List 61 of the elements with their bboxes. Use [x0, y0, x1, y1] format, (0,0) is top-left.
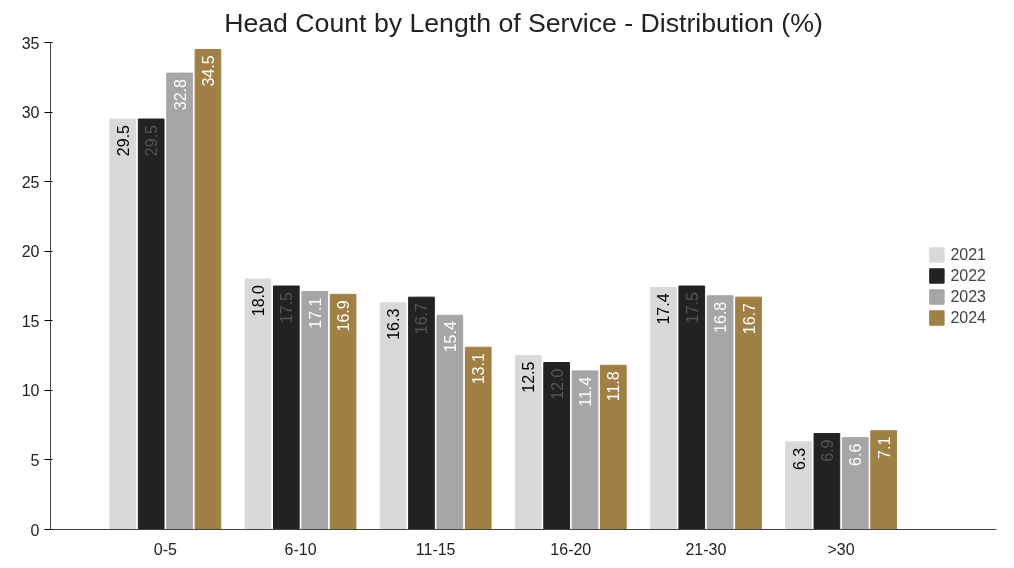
- bar: [514, 355, 542, 530]
- bar: [785, 441, 812, 530]
- bar: [436, 314, 464, 530]
- data-label: 17.1: [306, 297, 324, 329]
- y-tick-label: 30: [21, 104, 40, 122]
- data-label: 16.7: [740, 303, 758, 335]
- data-label: 16.9: [335, 300, 353, 332]
- bar: [650, 286, 677, 530]
- bar: [109, 118, 137, 530]
- data-label: 17.4: [655, 293, 673, 325]
- legend-label: 2021: [950, 245, 986, 263]
- y-tick-label: 20: [21, 243, 40, 261]
- bar: [301, 291, 329, 530]
- bar: [379, 302, 407, 530]
- bar: [571, 370, 599, 530]
- x-tick-label: 6-10: [284, 540, 317, 558]
- bar: [137, 118, 165, 530]
- data-label: 32.8: [171, 79, 189, 111]
- bar: [706, 295, 734, 530]
- y-tick-label: 0: [30, 521, 40, 539]
- data-label: 6.6: [847, 443, 865, 466]
- data-label: 29.5: [114, 124, 132, 157]
- y-tick-label: 25: [21, 173, 40, 191]
- y-tick-label: 10: [21, 382, 40, 400]
- data-label: 7.1: [875, 436, 893, 459]
- y-tick-label: 35: [21, 34, 40, 52]
- bar: [194, 48, 222, 530]
- legend-label: 2023: [950, 287, 986, 305]
- data-label: 12.5: [520, 361, 538, 393]
- data-label: 15.4: [441, 321, 459, 353]
- bar: [600, 364, 627, 530]
- bar: [870, 430, 897, 530]
- data-label: 11.4: [576, 376, 594, 407]
- bar: [543, 362, 570, 530]
- bar: [678, 285, 706, 530]
- bar: [408, 296, 435, 530]
- bar: [813, 432, 841, 530]
- bar: [464, 346, 492, 530]
- bar: [841, 437, 869, 530]
- data-label: 13.1: [470, 353, 488, 385]
- y-tick-label: 5: [30, 451, 40, 469]
- bar: [329, 293, 357, 530]
- data-label: 34.5: [199, 55, 217, 87]
- legend-label: 2022: [950, 266, 986, 284]
- data-label: 18.0: [249, 284, 267, 317]
- bar: [735, 296, 762, 530]
- bar: [166, 72, 193, 530]
- bar: [244, 278, 272, 530]
- y-tick-label: 15: [21, 312, 40, 330]
- x-tick-label: 16-20: [550, 540, 592, 558]
- x-tick-label: >30: [827, 540, 855, 558]
- chart-title: Head Count by Length of Service - Distribution (%): [224, 7, 823, 38]
- x-tick-label: 21-30: [685, 540, 727, 558]
- legend-label: 2024: [950, 308, 986, 326]
- x-tick-label: 0-5: [153, 540, 178, 558]
- bar: [272, 285, 300, 530]
- data-label: 16.3: [385, 308, 403, 340]
- data-label: 6.3: [790, 447, 808, 471]
- data-label: 16.8: [712, 301, 730, 333]
- data-label: 11.8: [605, 371, 623, 402]
- x-tick-label: 11-15: [415, 540, 456, 558]
